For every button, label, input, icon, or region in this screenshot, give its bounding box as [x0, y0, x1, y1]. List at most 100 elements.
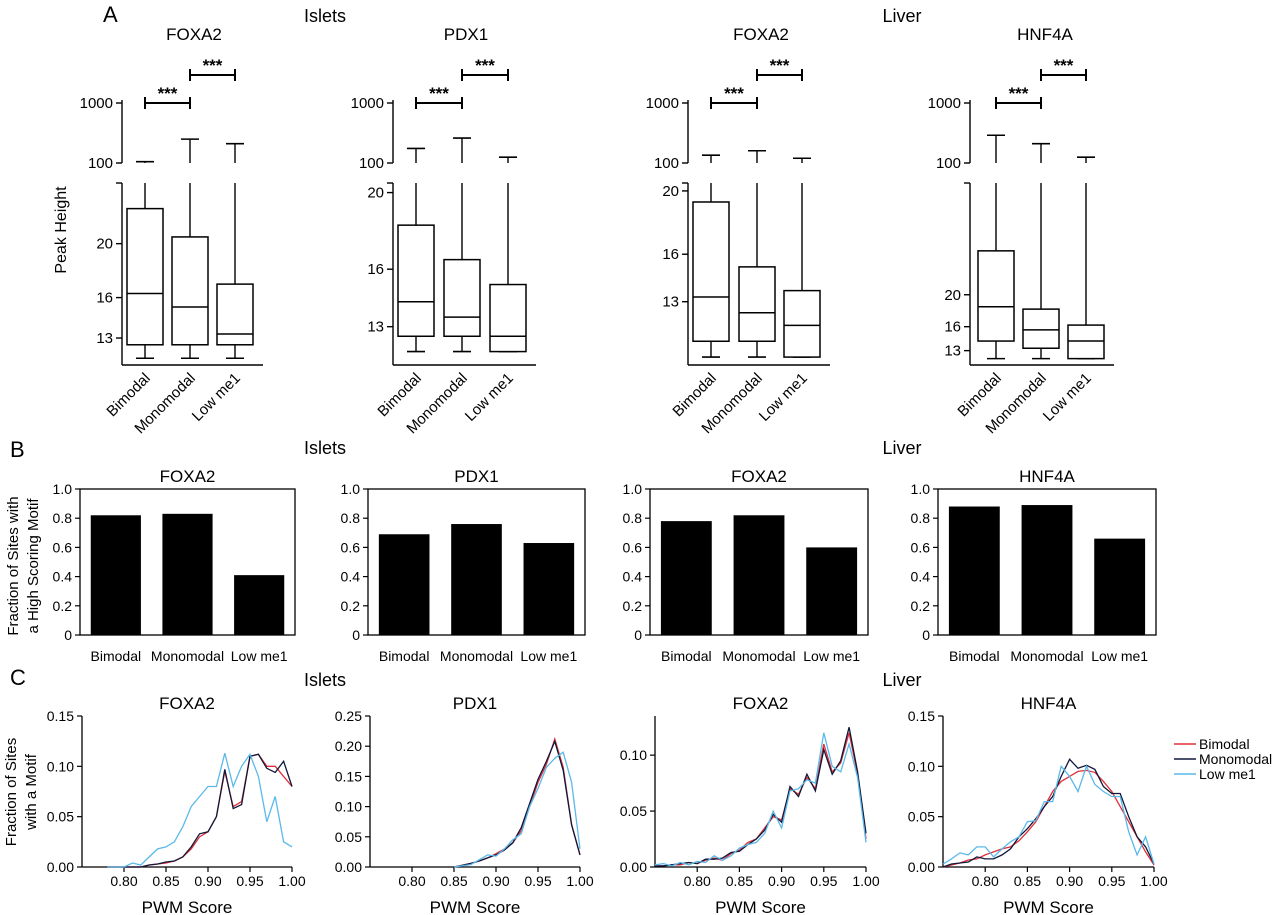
series-line-low-me1 — [942, 764, 1155, 865]
x-axis-label: PWM Score — [142, 898, 233, 915]
y-tick-label: 0.4 — [911, 569, 931, 585]
box-iqr — [443, 258, 481, 338]
x-tick-label: 0.85 — [152, 873, 179, 889]
y-tick-label: 13 — [367, 319, 384, 336]
x-tick-label: Low me1 — [1040, 370, 1095, 425]
x-tick-label: Low me1 — [231, 648, 288, 664]
x-axis-label: PWM Score — [430, 898, 521, 915]
significance-bracket: *** — [1040, 56, 1087, 81]
y-tick-label: 100 — [654, 155, 679, 172]
series-line-monomodal — [107, 753, 293, 868]
y-tick-label: 13 — [662, 294, 679, 311]
y-tick-label: 0.6 — [623, 539, 643, 555]
x-tick-label: 0.80 — [398, 873, 425, 889]
y-tick-label: 0 — [634, 627, 642, 643]
legend-entry-bimodal: Bimodal — [1174, 736, 1250, 752]
significance-bracket: *** — [710, 84, 758, 109]
significance-label: *** — [475, 56, 495, 75]
y-tick-label: 100 — [936, 155, 961, 172]
y-tick-label: 0.05 — [47, 809, 74, 825]
y-tick-label: 0 — [922, 627, 930, 643]
chart-title: PDX1 — [454, 467, 498, 486]
bar-monomodal — [162, 513, 213, 635]
box-bimodal — [397, 147, 435, 353]
group-label-islets-b: Islets — [304, 438, 346, 458]
x-tick-label: Low me1 — [189, 370, 244, 425]
bar-chart-3: HNF4A 0 0.2 0.4 0.6 0.8 1.0 Bimodal Monomodal Low… — [911, 467, 1157, 664]
y-tick-label: 0.10 — [335, 799, 362, 815]
panel-letter-c: C — [10, 665, 26, 690]
x-tick-label: Low me1 — [1091, 648, 1148, 664]
box-low-me1 — [489, 156, 527, 353]
significance-bracket: *** — [415, 84, 463, 109]
x-tick-label: 0.80 — [972, 873, 999, 889]
significance-label: *** — [158, 84, 178, 103]
x-tick-label: Low me1 — [756, 370, 811, 425]
y-tick-label: 0 — [352, 627, 360, 643]
box-iqr — [977, 250, 1015, 342]
y-tick-label: 13 — [96, 330, 113, 347]
bar-chart-2: FOXA2 0 0.2 0.4 0.6 0.8 1.0 Bimodal Monomodal Low… — [623, 467, 869, 664]
y-tick-label: 0.6 — [341, 539, 361, 555]
y-tick-label: 0.8 — [911, 510, 931, 526]
y-tick-label: 0.4 — [53, 569, 73, 585]
x-tick-label: 0.90 — [482, 873, 509, 889]
x-tick-label: Bimodal — [379, 648, 430, 664]
significance-bracket: *** — [189, 56, 236, 81]
x-tick-label: 0.80 — [684, 873, 711, 889]
y-tick-label: 16 — [944, 319, 961, 336]
y-tick-label: 1000 — [80, 95, 113, 112]
series-line-bimodal — [942, 769, 1155, 868]
y-tick-label: 0.4 — [341, 569, 361, 585]
line-chart-2: FOXA2 0.00 0.05 0.10 0.80 0.85 0.90 0.95 1.00 PWM… — [620, 694, 880, 915]
x-tick-label: 0.95 — [810, 873, 837, 889]
chart-title: FOXA2 — [733, 694, 789, 713]
box-iqr — [692, 201, 730, 343]
y-tick-label: 0.2 — [341, 598, 361, 614]
y-tick-label: 1.0 — [53, 481, 73, 497]
y-tick-label: 100 — [359, 155, 384, 172]
y-tick-label: 0.05 — [335, 829, 362, 845]
x-tick-label: 0.95 — [236, 873, 263, 889]
panel-letter-a: A — [103, 2, 118, 27]
x-tick-label: 0.95 — [1098, 873, 1125, 889]
y-tick-label: 0.8 — [623, 510, 643, 526]
significance-label: *** — [429, 84, 449, 103]
bar-monomodal — [1021, 505, 1073, 635]
y-tick-label: 0.05 — [908, 809, 935, 825]
series-line-low-me1 — [453, 751, 581, 868]
y-axis-label: a High Scoring Motif — [25, 498, 42, 634]
y-tick-label: 1.0 — [623, 481, 643, 497]
x-tick-label: 0.90 — [1056, 873, 1083, 889]
line-chart-1: PDX1 0.00 0.05 0.10 0.15 0.20 0.25 0.80 0.85 0.90… — [335, 694, 594, 915]
x-tick-label: Low me1 — [803, 648, 860, 664]
x-tick-label: 0.85 — [440, 873, 467, 889]
x-tick-label: Low me1 — [520, 648, 577, 664]
chart-title: HNF4A — [1021, 694, 1077, 713]
box-iqr — [126, 207, 164, 346]
box-low-me1 — [216, 142, 254, 360]
group-label-islets-a: Islets — [304, 6, 346, 26]
y-tick-label: 0.6 — [53, 539, 73, 555]
y-tick-label: 0.2 — [53, 598, 73, 614]
chart-title: PDX1 — [444, 25, 488, 44]
x-tick-label: 0.85 — [726, 873, 753, 889]
group-label-liver-b: Liver — [882, 438, 921, 458]
y-tick-label: 13 — [944, 343, 961, 360]
y-tick-label: 0.2 — [623, 598, 643, 614]
x-tick-label: Bimodal — [91, 648, 142, 664]
box-iqr — [783, 289, 821, 358]
box-iqr — [171, 236, 209, 346]
line-chart-3: HNF4A 0.00 0.05 0.10 0.15 0.80 0.85 0.90 0.95 1.0… — [908, 694, 1168, 915]
chart-title: FOXA2 — [159, 694, 215, 713]
box-bimodal — [692, 154, 730, 358]
significance-label: *** — [724, 84, 744, 103]
chart-title: HNF4A — [1019, 467, 1075, 486]
x-tick-label: Bimodal — [949, 648, 1000, 664]
y-tick-label: 0.15 — [47, 708, 74, 724]
x-tick-label: Low me1 — [462, 370, 517, 425]
y-tick-label: 0.10 — [47, 758, 74, 774]
